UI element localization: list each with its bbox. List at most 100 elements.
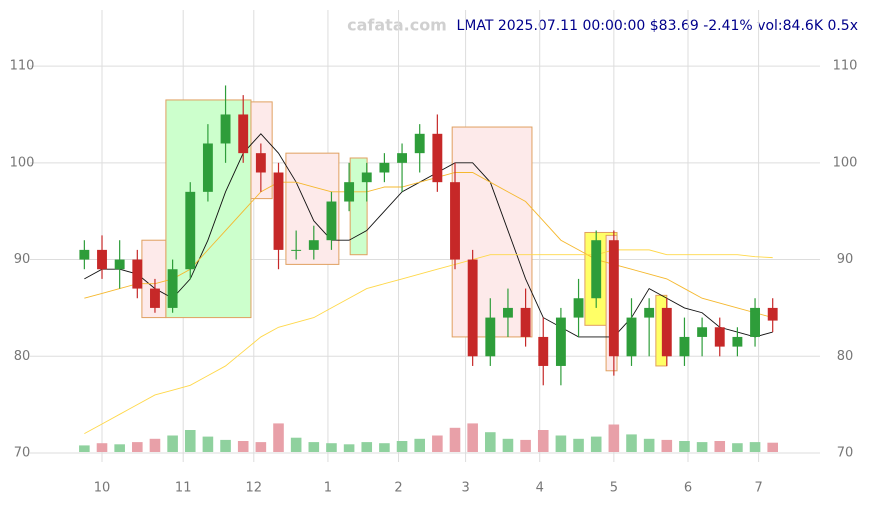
candle-body [167, 269, 178, 308]
x-tick-label: 11 [175, 481, 192, 496]
volume-bar [732, 443, 743, 453]
candle-body [202, 143, 213, 192]
x-tick-label: 7 [754, 481, 762, 496]
candle-body [467, 259, 478, 357]
candle-body [361, 172, 372, 183]
layer [79, 423, 778, 453]
volume-bar [96, 443, 108, 453]
volume-bar [255, 442, 267, 453]
volume-bar [202, 436, 214, 453]
volume-bar [379, 443, 390, 453]
x-tick-label: 3 [461, 481, 469, 496]
watermark: cafata.com [347, 16, 447, 35]
y-tick-label: 110 [10, 59, 35, 74]
moving-average [84, 172, 773, 319]
y-tick-label-right: 80 [837, 349, 854, 364]
candle-body [591, 240, 602, 299]
volume-bar [555, 435, 567, 453]
y-tick-label: 90 [14, 252, 31, 267]
candle-body [114, 259, 125, 270]
volume-bar [449, 427, 461, 453]
volume-bar [696, 442, 708, 453]
volume-bar [237, 441, 249, 453]
layer [79, 85, 778, 386]
volume-bar [467, 423, 478, 453]
volume-bar [308, 442, 320, 453]
candle-body [538, 336, 549, 366]
candle-body [273, 172, 284, 250]
layer [84, 133, 773, 435]
moving-average [84, 249, 773, 435]
candle-body [573, 298, 584, 318]
volume-bar [343, 444, 355, 453]
zone-box [250, 101, 273, 200]
candle-body [238, 114, 249, 154]
y-tick-label-right: 70 [837, 446, 854, 461]
candle-body [291, 249, 302, 251]
volume-bar [414, 438, 425, 453]
candle-body [326, 201, 337, 241]
candle-body [608, 240, 619, 357]
volume-bar [432, 435, 443, 453]
volume-bar [626, 434, 637, 453]
candle-body [344, 182, 355, 202]
candle-body [644, 307, 655, 318]
volume-bar [220, 439, 231, 453]
candle-body [97, 249, 107, 270]
candle-body [485, 317, 496, 357]
volume-bar [573, 438, 584, 453]
candle-body [679, 336, 690, 357]
volume-bar [132, 442, 143, 453]
volume-bar [396, 441, 408, 453]
volume-bar [326, 443, 337, 453]
candle-body [132, 259, 143, 289]
x-tick-label: 1 [324, 481, 332, 496]
volume-bar [643, 438, 655, 453]
candle-body [432, 133, 443, 183]
volume-bar [608, 424, 620, 453]
y-tick-label-right: 110 [833, 59, 858, 74]
x-tick-label: 10 [94, 481, 111, 496]
volume-bar [273, 423, 284, 453]
volume-bar [114, 444, 125, 453]
candle-body [714, 327, 725, 347]
volume-bar [79, 445, 90, 453]
volume-bar [679, 441, 690, 453]
candle-body [308, 240, 319, 250]
candle-body [220, 114, 231, 144]
x-tick-label: 2 [394, 481, 402, 496]
volume-bar [590, 436, 602, 453]
candle-body [150, 288, 160, 308]
x-tick-label: 12 [246, 481, 263, 496]
volume-bar [661, 439, 673, 453]
volume-bar [184, 430, 196, 453]
candle-body [255, 153, 266, 173]
zone-box [451, 126, 533, 338]
volume-bar [537, 430, 549, 453]
candle-body [626, 317, 637, 357]
x-tick-label: 6 [684, 481, 692, 496]
candle-body [414, 133, 425, 154]
y-tick-label-right: 90 [837, 252, 854, 267]
candle-body [503, 307, 513, 318]
x-tick-label: 4 [536, 481, 544, 496]
volume-bar [485, 432, 496, 453]
volume-bar [767, 442, 778, 453]
candle-body [750, 307, 760, 337]
volume-bar [749, 442, 761, 453]
y-tick-label: 70 [14, 446, 31, 461]
volume-bar [149, 438, 161, 453]
candle-body [697, 327, 708, 337]
candle-body [379, 162, 390, 173]
candle-body [555, 317, 566, 366]
y-tick-label: 80 [14, 349, 31, 364]
candle-body [397, 153, 407, 163]
volume-bar [290, 437, 302, 453]
y-tick-label: 100 [10, 155, 35, 170]
candle-body [767, 307, 778, 321]
candle-body [185, 191, 196, 270]
layer [30, 10, 820, 462]
volume-bar [714, 441, 726, 453]
